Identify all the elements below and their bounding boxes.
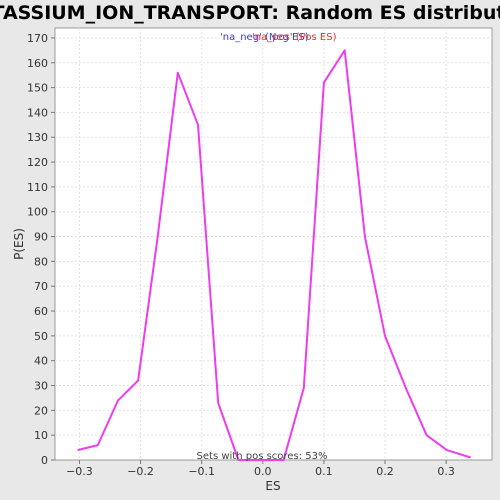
x-tick-label: −0.2 <box>127 465 154 478</box>
x-tick-label: −0.3 <box>66 465 93 478</box>
y-tick-label: 50 <box>34 330 48 343</box>
grid <box>55 28 492 460</box>
x-tick-label: 0.2 <box>376 465 394 478</box>
pos-scores-annotation: Sets with pos scores: 53% <box>197 451 328 462</box>
y-tick-label: 70 <box>34 280 48 293</box>
y-tick-label: 10 <box>34 429 48 442</box>
legend-entry-pos: 'na_pos' (Pos ES) <box>252 32 337 43</box>
axes: 0 10 20 30 40 50 60 70 80 90 100 110 120 130 140 150 160… <box>27 32 455 478</box>
series-line <box>77 49 471 461</box>
plot-area <box>54 27 493 461</box>
y-tick-label: 130 <box>27 131 48 144</box>
x-axis-label: ES <box>265 479 280 493</box>
legend: 'na_neg' (Neg ES) 'na_pos' (Pos ES) <box>220 32 337 43</box>
y-tick-label: 30 <box>34 380 48 393</box>
y-axis-label: P(ES) <box>12 228 26 260</box>
y-tick-label: 120 <box>27 156 48 169</box>
chart-title: POTASSIUM_ION_TRANSPORT: Random ES distr… <box>0 2 500 24</box>
y-tick-label: 100 <box>27 206 48 219</box>
x-tick-label: 0.1 <box>315 465 333 478</box>
y-tick-label: 20 <box>34 404 48 417</box>
x-tick-label: −0.1 <box>188 465 215 478</box>
y-tick-label: 60 <box>34 305 48 318</box>
y-tick-label: 170 <box>27 32 48 45</box>
y-tick-label: 80 <box>34 255 48 268</box>
series-layer <box>77 49 471 461</box>
legend-entry-neg: 'na_neg' (Neg ES) <box>220 32 309 43</box>
y-tick-label: 160 <box>27 57 48 70</box>
y-tick-label: 150 <box>27 82 48 95</box>
y-tick-label: 110 <box>27 181 48 194</box>
x-tick-label: 0.3 <box>437 465 455 478</box>
y-tick-label: 0 <box>41 454 48 467</box>
x-tick-label: 0.0 <box>254 465 272 478</box>
y-tick-label: 140 <box>27 106 48 119</box>
y-tick-label: 90 <box>34 231 48 244</box>
y-tick-label: 40 <box>34 355 48 368</box>
